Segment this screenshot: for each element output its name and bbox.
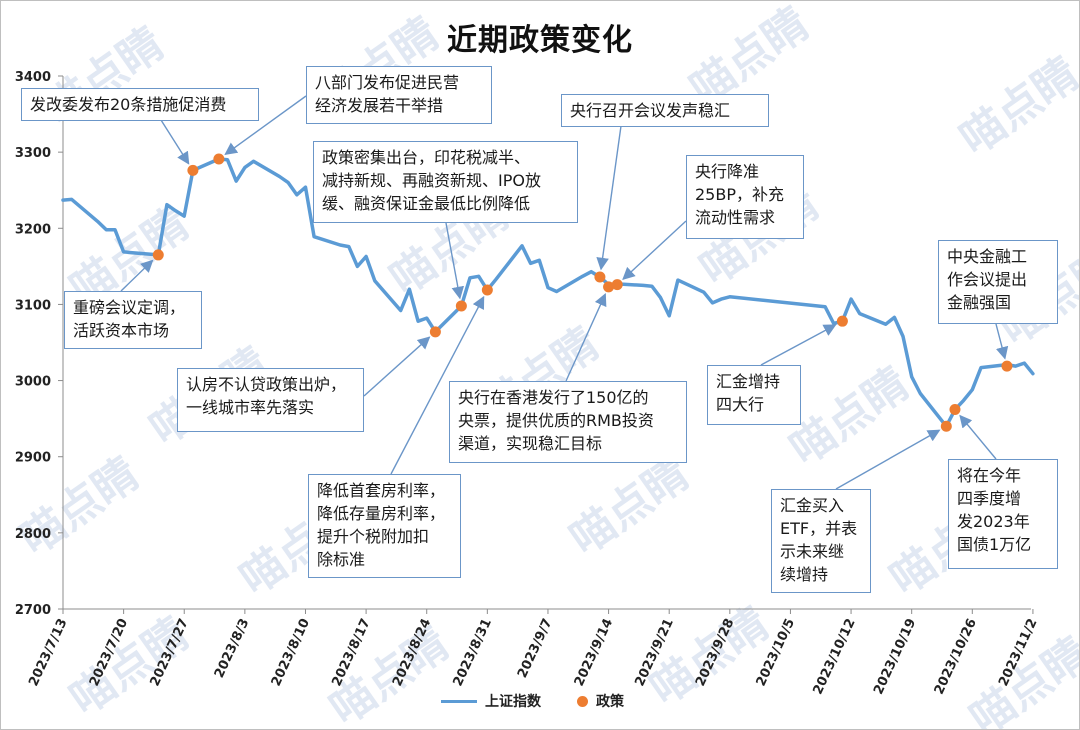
y-tick-label: 3000 xyxy=(15,375,51,390)
legend: 上证指数 政策 xyxy=(441,691,624,711)
policy-point xyxy=(836,315,848,327)
legend-line-swatch xyxy=(441,699,477,703)
policy-point xyxy=(594,271,606,283)
policy-point xyxy=(455,300,467,312)
legend-label-index: 上证指数 xyxy=(485,694,541,710)
policy-point xyxy=(213,153,225,165)
annotation-box: 将在今年 四季度增 发2023年 国债1万亿 xyxy=(948,459,1058,569)
x-tick-label: 2023/10/5 xyxy=(754,616,798,688)
annotation-box: 认房不认贷政策出炉， 一线城市率先落实 xyxy=(177,368,364,432)
policy-point xyxy=(940,420,952,432)
annotation-arrow xyxy=(445,222,465,300)
annotation-box: 重磅会议定调， 活跃资本市场 xyxy=(64,291,202,349)
annotation-box: 央行召开会议发声稳汇 xyxy=(561,94,769,127)
y-tick-label: 3200 xyxy=(15,222,51,237)
x-tick-label: 2023/7/13 xyxy=(26,616,70,688)
annotation-box: 降低首套房利率， 降低存量房利率， 提升个税附加扣 除标准 xyxy=(308,474,461,578)
annotation-box: 汇金增持 四大行 xyxy=(707,365,801,425)
annotation-arrow xyxy=(760,324,837,366)
annotation-box: 发改委发布20条措施促消费 xyxy=(21,88,259,121)
x-tick-label: 2023/10/19 xyxy=(871,616,919,697)
annotation-arrow xyxy=(160,119,190,165)
x-tick-label: 2023/9/14 xyxy=(572,616,616,688)
policy-point xyxy=(187,164,199,176)
policy-point xyxy=(429,326,441,338)
x-tick-label: 2023/10/26 xyxy=(932,616,980,697)
policy-point xyxy=(1001,360,1013,372)
x-tick-label: 2023/7/20 xyxy=(87,616,131,688)
x-tick-label: 2023/7/27 xyxy=(147,616,191,688)
annotation-arrow xyxy=(565,293,607,382)
annotation-arrow xyxy=(390,295,485,475)
annotation-box: 央行在香港发行了150亿的 央票，提供优质的RMB投资 渠道，实现稳汇目标 xyxy=(449,381,687,463)
x-tick-label: 2023/8/17 xyxy=(329,616,373,688)
x-tick-label: 2023/8/3 xyxy=(212,616,253,680)
y-tick-label: 2800 xyxy=(15,527,51,542)
annotation-arrow xyxy=(835,429,941,490)
y-tick-label: 3100 xyxy=(15,298,51,313)
policy-point xyxy=(603,281,615,293)
x-tick-label: 2023/9/28 xyxy=(693,616,737,688)
annotation-arrow xyxy=(622,220,687,281)
annotation-box: 中央金融工 作会议提出 金融强国 xyxy=(938,240,1058,324)
y-tick-label: 3400 xyxy=(15,70,51,85)
y-tick-label: 2900 xyxy=(15,451,51,466)
annotation-arrow xyxy=(120,259,154,292)
chart-title: 近期政策变化 xyxy=(447,23,633,58)
x-tick-label: 2023/9/7 xyxy=(515,616,556,680)
annotation-box: 汇金买入 ETF，并表 示未来继 续增持 xyxy=(771,489,871,593)
x-tick-label: 2023/8/31 xyxy=(451,616,495,688)
y-tick-label: 3300 xyxy=(15,146,51,161)
policy-point xyxy=(611,279,623,291)
policy-point xyxy=(152,249,164,261)
annotation-arrow xyxy=(959,414,997,460)
policy-point xyxy=(949,404,961,416)
x-tick-label: 2023/11/2 xyxy=(996,616,1040,688)
x-tick-label: 2023/10/12 xyxy=(810,616,858,697)
annotation-arrow xyxy=(995,323,1009,360)
x-tick-label: 2023/8/10 xyxy=(269,616,313,688)
policy-point xyxy=(481,284,493,296)
legend-label-policy: 政策 xyxy=(596,694,624,710)
annotation-arrow xyxy=(224,95,307,156)
annotation-box: 政策密集出台，印花税减半、 减持新规、再融资新规、IPO放 缓、融资保证金最低比… xyxy=(313,141,578,223)
x-tick-label: 2023/8/24 xyxy=(390,616,434,688)
annotation-arrow xyxy=(596,125,622,271)
annotation-arrow xyxy=(363,336,431,397)
x-tick-label: 2023/9/21 xyxy=(632,616,676,688)
legend-dot-swatch xyxy=(577,695,588,707)
annotation-box: 央行降准 25BP，补充 流动性需求 xyxy=(686,155,804,239)
annotation-box: 八部门发布促进民营 经济发展若干举措 xyxy=(306,66,492,124)
y-tick-label: 2700 xyxy=(15,603,51,618)
